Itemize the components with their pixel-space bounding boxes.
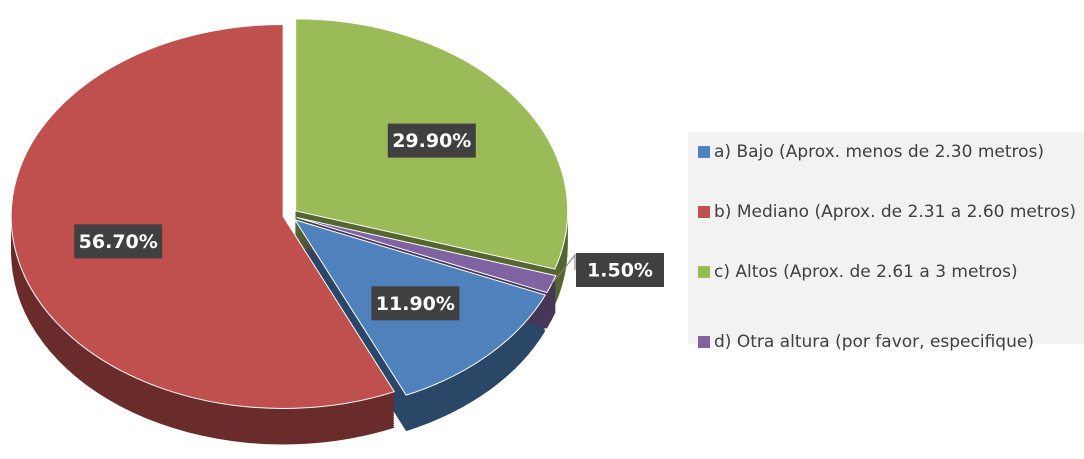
data-label: 1.50% (587, 260, 653, 282)
data-label-box (74, 224, 163, 259)
data-label: 11.90% (376, 293, 455, 315)
data-label: 56.70% (79, 231, 158, 253)
legend: a) Bajo (Aprox. menos de 2.30 metros) b) … (688, 132, 1084, 352)
legend-label: b) Mediano (Aprox. de 2.31 a 2.60 metros… (714, 202, 1077, 222)
leader-line (551, 253, 576, 285)
data-label-box (576, 253, 664, 287)
data-label: 29.90% (392, 130, 471, 152)
legend-label: d) Otra altura (por favor, especifique) (714, 332, 1034, 352)
chart: 11.90% 56.70% 29.90% 1.50% (10, 18, 664, 445)
legend-item: a) Bajo (Aprox. menos de 2.30 metros) (698, 140, 1084, 164)
legend-swatch (698, 336, 710, 348)
legend-item: b) Mediano (Aprox. de 2.31 a 2.60 metros… (698, 200, 1084, 224)
data-label-box (387, 123, 476, 158)
legend-swatch (698, 266, 710, 278)
legend-label: c) Altos (Aprox. de 2.61 a 3 metros) (714, 262, 1018, 282)
slice (10, 23, 396, 409)
data-label-box (371, 286, 460, 321)
legend-item: d) Otra altura (por favor, especifique) (698, 330, 1084, 354)
legend-swatch (698, 206, 710, 218)
legend-label: a) Bajo (Aprox. menos de 2.30 metros) (714, 142, 1045, 162)
legend-item: c) Altos (Aprox. de 2.61 a 3 metros) (698, 260, 1084, 284)
legend-swatch (698, 146, 710, 158)
